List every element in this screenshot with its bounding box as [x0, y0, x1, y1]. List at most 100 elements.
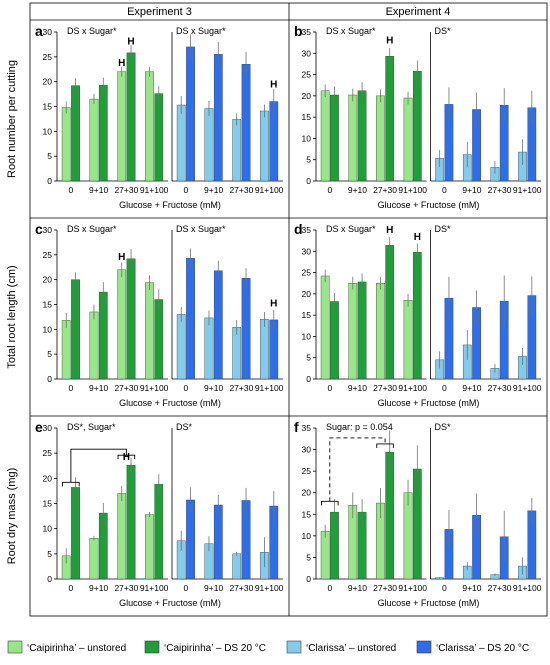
x-tick-label: 9+10 — [89, 383, 108, 393]
y-tick-label: 30 — [302, 246, 312, 256]
significance-h-label: H — [123, 452, 130, 463]
stats-label-caipirinha: DS x Sugar* — [326, 224, 376, 234]
x-tick-label: 9+10 — [462, 583, 481, 593]
bar-clarissa-ds — [213, 504, 223, 580]
bracket-connector — [70, 448, 127, 483]
bar-caipirinha-ds — [385, 245, 395, 380]
y-tick-label: 5 — [47, 549, 52, 559]
bar-caipirinha-unstored — [117, 493, 127, 580]
x-tick-label: 0 — [327, 185, 332, 195]
bar-caipirinha-ds — [126, 465, 136, 580]
significance-h-label: H — [118, 252, 125, 263]
bar-caipirinha-ds — [98, 84, 108, 182]
x-tick-label: 0 — [69, 383, 74, 393]
y-tick-label: 0 — [47, 374, 52, 384]
bar-caipirinha-unstored — [320, 275, 330, 380]
y-tick-label: 10 — [302, 133, 312, 143]
y-tick-label: 25 — [43, 52, 53, 62]
y-tick-label: 30 — [43, 27, 53, 37]
y-tick-label: 5 — [306, 353, 311, 363]
bar-caipirinha-ds — [412, 251, 422, 380]
x-tick-label: 27+30 — [114, 185, 138, 195]
row-label-3: Root dry mass (mg) — [6, 468, 18, 565]
x-tick-label: 91+100 — [513, 383, 542, 393]
row-label-1: Root number per cutting — [6, 60, 18, 178]
stats-label-caipirinha: DS x Sugar* — [326, 26, 376, 36]
bar-caipirinha-ds — [357, 281, 367, 380]
y-tick-label: 5 — [47, 349, 52, 359]
x-tick-label: 91+100 — [398, 185, 427, 195]
x-tick-label: 9+10 — [204, 383, 223, 393]
bar-caipirinha-ds — [98, 291, 108, 380]
bar-caipirinha-unstored — [89, 311, 99, 380]
x-tick-label: 9+10 — [462, 383, 481, 393]
y-tick-label: 20 — [43, 473, 53, 483]
x-tick-label: 91+100 — [140, 383, 169, 393]
stats-label-caipirinha: DS x Sugar* — [67, 224, 117, 234]
bar-clarissa-unstored — [260, 319, 269, 380]
significance-h-label: H — [270, 298, 277, 309]
panel-letter: a — [35, 23, 43, 39]
bar-caipirinha-ds — [412, 70, 422, 182]
panel-letter: f — [294, 419, 299, 435]
y-tick-label: 10 — [43, 126, 53, 136]
y-tick-label: 0 — [306, 574, 311, 584]
bar-caipirinha-ds — [71, 85, 80, 182]
x-tick-label: 91+100 — [140, 583, 169, 593]
bar-clarissa-unstored — [204, 317, 214, 380]
x-tick-label: 0 — [184, 383, 189, 393]
x-tick-label: 91+100 — [255, 583, 284, 593]
bar-caipirinha-unstored — [403, 492, 413, 580]
x-tick-label: 0 — [327, 383, 332, 393]
x-axis-title: Glucose + Fructose (mM) — [378, 398, 480, 408]
y-tick-label: 20 — [302, 289, 312, 299]
legend-swatch — [416, 640, 432, 654]
y-tick-label: 10 — [43, 524, 53, 534]
bar-caipirinha-unstored — [117, 71, 127, 182]
y-tick-label: 5 — [306, 552, 311, 562]
x-tick-label: 27+30 — [373, 583, 397, 593]
x-tick-label: 91+100 — [255, 185, 284, 195]
y-tick-label: 35 — [302, 27, 312, 37]
x-tick-label: 0 — [442, 383, 447, 393]
bar-clarissa-unstored — [204, 108, 214, 182]
significance-h-label: H — [118, 58, 125, 69]
panel-a: a DS x Sugar* DS x Sugar* 0 5 10 15 20 25 30 0 9+10… — [35, 23, 284, 210]
y-tick-label: 25 — [302, 268, 312, 278]
y-tick-label: 10 — [43, 324, 53, 334]
x-axis-title: Glucose + Fructose (mM) — [119, 398, 221, 408]
y-tick-label: 0 — [306, 176, 311, 186]
y-tick-label: 30 — [302, 445, 312, 455]
y-tick-label: 25 — [302, 466, 312, 476]
panel-f: f Sugar: p = 0.054 DS* 0 5 10 15 20 25 30 35 0 9+10 2… — [294, 419, 542, 608]
bar-caipirinha-ds — [330, 301, 339, 380]
y-tick-label: 0 — [47, 574, 52, 584]
bar-caipirinha-ds — [71, 487, 80, 580]
bar-clarissa-unstored — [232, 553, 242, 580]
bar-caipirinha-unstored — [117, 269, 127, 380]
stats-label-caipirinha: Sugar: p = 0.054 — [326, 422, 393, 432]
x-axis-title: Glucose + Fructose (mM) — [378, 200, 480, 210]
y-tick-label: 25 — [302, 70, 312, 80]
significance-h-label: H — [386, 225, 393, 236]
x-tick-label: 91+100 — [398, 383, 427, 393]
y-tick-label: 35 — [302, 225, 312, 235]
bar-caipirinha-unstored — [348, 283, 358, 380]
stats-label-clarissa: DS x Sugar* — [176, 224, 226, 234]
bar-clarissa-unstored — [232, 327, 242, 380]
x-tick-label: 27+30 — [488, 383, 512, 393]
y-tick-label: 10 — [302, 531, 312, 541]
bar-clarissa-ds — [213, 54, 223, 182]
y-tick-label: 20 — [43, 275, 53, 285]
bar-clarissa-ds — [241, 64, 251, 182]
panel-letter: d — [294, 221, 303, 237]
panel-c: c DS x Sugar* DS x Sugar* 0 5 10 15 20 25 30 0 9+10… — [35, 221, 284, 408]
y-tick-label: 15 — [302, 509, 312, 519]
significance-h-label: H — [127, 36, 134, 47]
bar-caipirinha-unstored — [348, 94, 358, 182]
y-tick-label: 30 — [43, 423, 53, 433]
x-tick-label: 0 — [184, 185, 189, 195]
legend-swatch — [7, 640, 23, 654]
